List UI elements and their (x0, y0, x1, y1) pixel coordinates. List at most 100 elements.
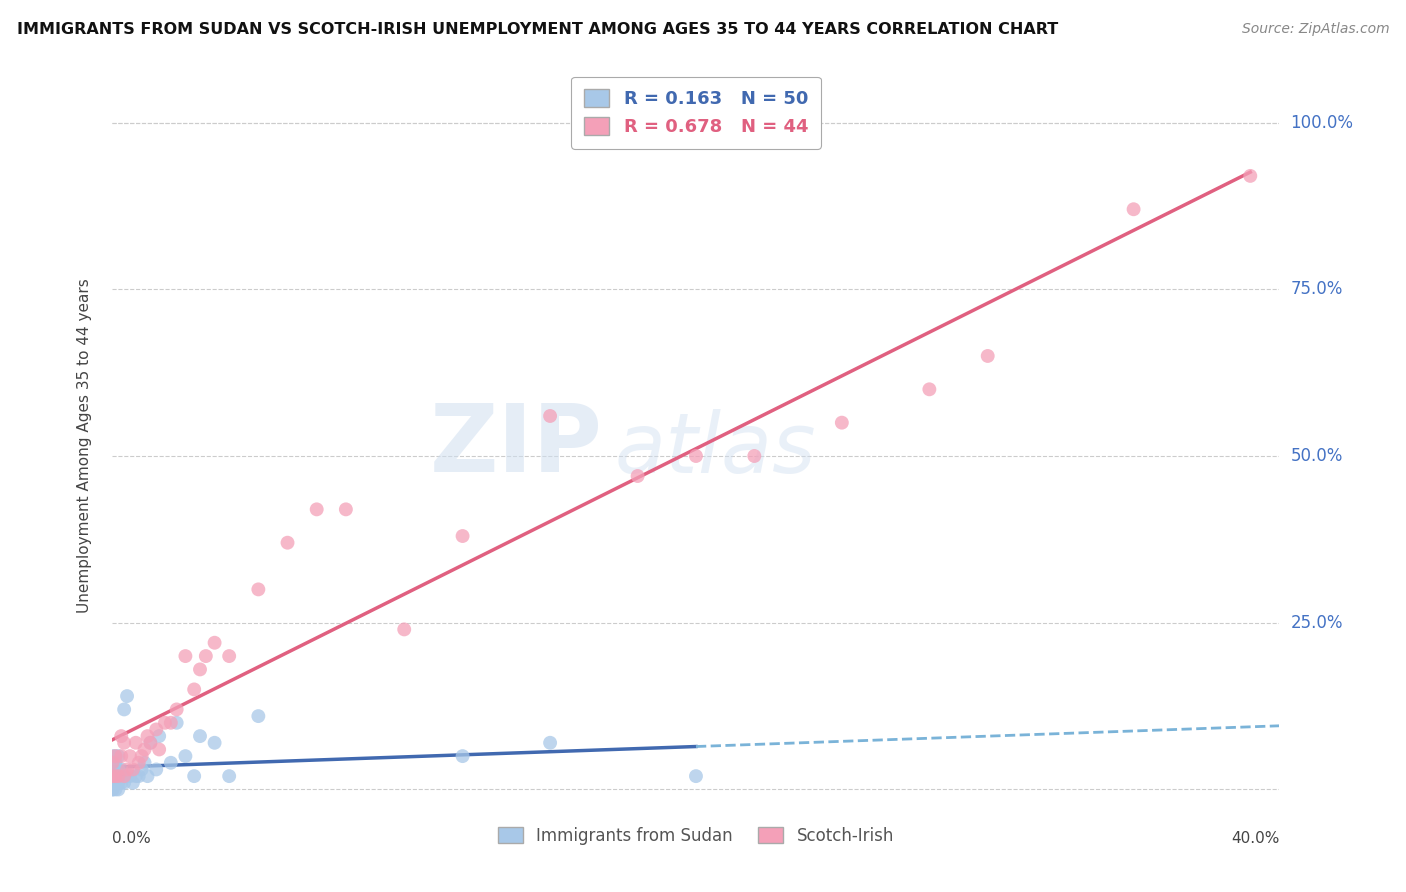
Point (136, 769, 159, 783)
Point (101, 763, 124, 777)
Point (1239, 169, 1261, 183)
Point (101, 769, 124, 783)
Point (451, 749, 474, 764)
Point (118, 749, 141, 764)
Point (118, 769, 141, 783)
Point (110, 749, 132, 764)
Point (115, 769, 138, 783)
Point (110, 729, 132, 743)
Point (538, 409, 561, 423)
Point (685, 449, 707, 463)
Point (153, 715, 176, 730)
Point (1122, 202, 1144, 217)
Point (101, 782, 124, 797)
Point (335, 502, 357, 516)
Point (538, 736, 561, 750)
Point (160, 715, 183, 730)
Point (276, 535, 298, 549)
Text: 75.0%: 75.0% (1291, 280, 1343, 298)
Point (976, 349, 998, 363)
Point (627, 469, 650, 483)
Point (183, 682, 205, 697)
Point (218, 769, 240, 783)
Point (101, 756, 124, 770)
Point (110, 769, 132, 783)
Text: 0.0%: 0.0% (112, 831, 152, 847)
Point (107, 763, 129, 777)
Point (107, 769, 129, 783)
Text: ZIP: ZIP (430, 400, 603, 492)
Point (101, 782, 124, 797)
Point (139, 736, 162, 750)
Point (128, 769, 150, 783)
Point (145, 763, 167, 777)
Text: atlas: atlas (614, 409, 815, 490)
Legend: Immigrants from Sudan, Scotch-Irish: Immigrants from Sudan, Scotch-Irish (492, 821, 900, 852)
Text: 50.0%: 50.0% (1291, 447, 1343, 465)
Point (115, 689, 138, 703)
Point (112, 702, 135, 716)
Point (148, 729, 170, 743)
Point (104, 763, 127, 777)
Point (104, 749, 127, 764)
Point (112, 769, 135, 783)
Point (918, 382, 941, 396)
Point (101, 776, 124, 790)
Point (247, 709, 270, 723)
Point (128, 756, 150, 770)
Point (125, 736, 148, 750)
Point (107, 776, 129, 790)
Point (166, 702, 188, 716)
Text: 25.0%: 25.0% (1291, 614, 1343, 632)
Point (107, 769, 129, 783)
Point (305, 502, 328, 516)
Point (122, 763, 145, 777)
Point (160, 756, 183, 770)
Point (134, 756, 156, 770)
Point (174, 749, 197, 764)
Point (685, 769, 707, 783)
Point (101, 749, 124, 764)
Point (194, 649, 217, 664)
Point (110, 776, 132, 790)
Point (104, 769, 127, 783)
Point (831, 416, 853, 430)
Point (122, 776, 145, 790)
Point (107, 749, 129, 764)
Text: IMMIGRANTS FROM SUDAN VS SCOTCH-IRISH UNEMPLOYMENT AMONG AGES 35 TO 44 YEARS COR: IMMIGRANTS FROM SUDAN VS SCOTCH-IRISH UN… (17, 22, 1059, 37)
Point (112, 736, 135, 750)
Point (101, 769, 124, 783)
Point (204, 636, 226, 650)
Point (112, 776, 135, 790)
Point (204, 736, 226, 750)
Point (104, 756, 127, 770)
Point (145, 723, 167, 737)
Point (174, 649, 197, 664)
Text: Source: ZipAtlas.com: Source: ZipAtlas.com (1241, 22, 1389, 37)
Y-axis label: Unemployment Among Ages 35 to 44 years: Unemployment Among Ages 35 to 44 years (77, 278, 91, 614)
Point (104, 776, 127, 790)
Point (104, 776, 127, 790)
Point (188, 729, 211, 743)
Point (148, 742, 170, 756)
Point (110, 763, 132, 777)
Point (131, 763, 153, 777)
Point (107, 782, 129, 797)
Point (131, 749, 153, 764)
Point (104, 782, 127, 797)
Point (115, 763, 138, 777)
Point (451, 529, 474, 543)
Point (104, 769, 127, 783)
Point (218, 649, 240, 664)
Point (247, 582, 270, 597)
Point (101, 769, 124, 783)
Point (101, 756, 124, 770)
Point (188, 662, 211, 676)
Point (101, 776, 124, 790)
Point (134, 742, 156, 756)
Point (183, 769, 205, 783)
Point (104, 749, 127, 764)
Point (166, 715, 188, 730)
Point (101, 763, 124, 777)
Point (139, 736, 162, 750)
